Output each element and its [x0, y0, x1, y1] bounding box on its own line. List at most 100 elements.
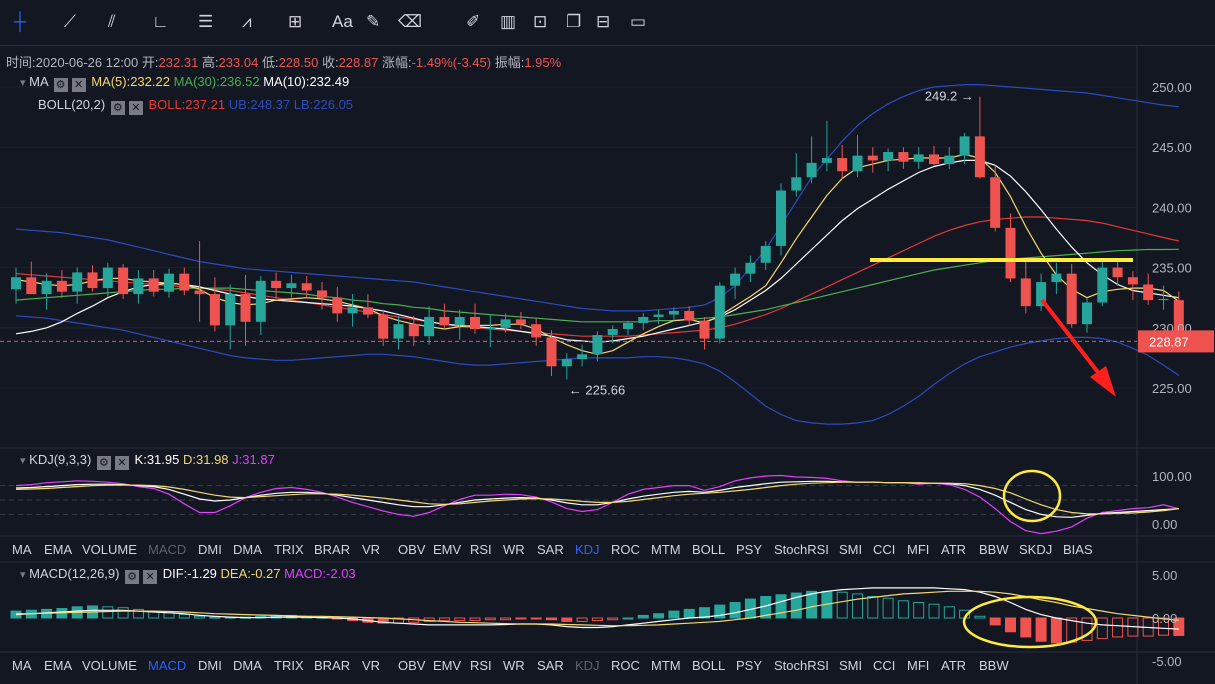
- tab-wr[interactable]: WR: [503, 542, 525, 557]
- gear-icon[interactable]: ⚙: [110, 101, 125, 115]
- tab-kdj[interactable]: KDJ: [575, 658, 600, 673]
- tab-wr[interactable]: WR: [503, 658, 525, 673]
- tab-brar[interactable]: BRAR: [314, 542, 351, 557]
- candle: [209, 277, 220, 332]
- copy-icon[interactable]: ❐: [566, 12, 582, 31]
- trend-line-icon[interactable]: ⟋: [64, 12, 76, 31]
- tab-atr[interactable]: ATR: [941, 658, 967, 673]
- tab-mfi[interactable]: MFI: [907, 542, 930, 557]
- candle: [1036, 273, 1047, 311]
- collapse-icon[interactable]: ▾: [20, 455, 26, 467]
- tab-emv[interactable]: EMV: [433, 658, 462, 673]
- tab-roc[interactable]: ROC: [611, 658, 640, 673]
- tab-ma[interactable]: MA: [12, 542, 32, 557]
- price-tick-label: 235.00: [1152, 261, 1192, 276]
- bars-icon[interactable]: ▥: [500, 12, 517, 31]
- tab-trix[interactable]: TRIX: [274, 658, 304, 673]
- tab-bbw[interactable]: BBW: [979, 542, 1009, 557]
- tab-volume[interactable]: VOLUME: [82, 658, 137, 673]
- tab-dmi[interactable]: DMI: [198, 658, 222, 673]
- tab-macd[interactable]: MACD: [148, 542, 187, 557]
- tab-mtm[interactable]: MTM: [651, 542, 681, 557]
- tab-mtm[interactable]: MTM: [651, 658, 681, 673]
- close-icon[interactable]: ✕: [128, 101, 143, 115]
- candle: [194, 241, 205, 322]
- candle: [515, 312, 526, 330]
- chart-area[interactable]: 250.00245.00240.00235.00230.00225.00100.…: [0, 45, 1215, 684]
- tab-cci[interactable]: CCI: [873, 658, 896, 673]
- close-icon[interactable]: ✕: [114, 456, 129, 470]
- tab-mfi[interactable]: MFI: [907, 658, 930, 673]
- gear-icon[interactable]: ⚙: [53, 78, 68, 92]
- tab-cci[interactable]: CCI: [873, 542, 896, 557]
- collapse-icon[interactable]: ▾: [20, 77, 26, 89]
- tab-boll[interactable]: BOLL: [692, 658, 726, 673]
- tab-rsi[interactable]: RSI: [470, 658, 492, 673]
- tab-sar[interactable]: SAR: [537, 542, 564, 557]
- tab-trix[interactable]: TRIX: [274, 542, 304, 557]
- tab-roc[interactable]: ROC: [611, 542, 640, 557]
- tab-brar[interactable]: BRAR: [314, 658, 351, 673]
- tab-ema[interactable]: EMA: [44, 542, 73, 557]
- tab-dma[interactable]: DMA: [233, 542, 262, 557]
- candle: [714, 282, 725, 344]
- tab-dmi[interactable]: DMI: [198, 542, 222, 557]
- tab-macd[interactable]: MACD: [148, 658, 187, 673]
- crosshair-icon[interactable]: ┼: [14, 12, 27, 31]
- tab-stochrsi[interactable]: StochRSI: [774, 658, 829, 673]
- collapse-icon[interactable]: ▾: [20, 569, 26, 581]
- candle-body: [607, 329, 618, 336]
- fib-icon[interactable]: ⫽: [108, 12, 116, 31]
- macd-bar: [989, 617, 1001, 626]
- candle: [730, 267, 741, 299]
- tab-stochrsi[interactable]: StochRSI: [774, 542, 829, 557]
- tab-ma[interactable]: MA: [12, 658, 32, 673]
- macd-bar: [1158, 617, 1169, 636]
- candle-body: [1127, 277, 1138, 285]
- gear-icon[interactable]: ⚙: [125, 570, 140, 584]
- text-tool-button[interactable]: Aa: [332, 12, 353, 31]
- brush-icon[interactable]: ✎: [366, 12, 381, 31]
- tab-volume[interactable]: VOLUME: [82, 542, 137, 557]
- tab-atr[interactable]: ATR: [941, 542, 967, 557]
- pencil-icon[interactable]: ✐: [466, 12, 481, 31]
- tab-boll[interactable]: BOLL: [692, 542, 726, 557]
- tab-vr[interactable]: VR: [362, 658, 381, 673]
- tab-smi[interactable]: SMI: [839, 542, 863, 557]
- tab-rsi[interactable]: RSI: [470, 542, 492, 557]
- down-arrow-head: [1090, 366, 1116, 397]
- wave-icon[interactable]: ⩘: [242, 12, 252, 31]
- close-icon[interactable]: ✕: [143, 570, 158, 584]
- kdj-k-value: K:31.95: [134, 452, 180, 467]
- close-icon[interactable]: ✕: [71, 78, 86, 92]
- tab-kdj[interactable]: KDJ: [575, 542, 600, 557]
- eraser-icon[interactable]: ⌫: [398, 12, 423, 31]
- tab-dma[interactable]: DMA: [233, 658, 262, 673]
- tab-psy[interactable]: PSY: [736, 658, 763, 673]
- angle-icon[interactable]: ∟: [152, 12, 169, 31]
- candle-body: [87, 272, 98, 289]
- gear-icon[interactable]: ⚙: [96, 456, 111, 470]
- tab-ema[interactable]: EMA: [44, 658, 73, 673]
- candle: [255, 276, 266, 336]
- tab-smi[interactable]: SMI: [839, 658, 863, 673]
- tab-vr[interactable]: VR: [362, 542, 381, 557]
- tab-bias[interactable]: BIAS: [1063, 542, 1093, 557]
- macd-bar: [913, 602, 925, 619]
- candle: [87, 265, 98, 292]
- candle-body: [362, 307, 373, 315]
- tab-bbw[interactable]: BBW: [979, 658, 1009, 673]
- tab-sar[interactable]: SAR: [537, 658, 564, 673]
- lock-icon[interactable]: ⊡: [533, 12, 548, 31]
- tab-skdj[interactable]: SKDJ: [1019, 542, 1053, 557]
- snapshot-icon[interactable]: ⊟: [596, 12, 611, 31]
- measure-icon[interactable]: ⊞: [288, 12, 303, 31]
- tab-psy[interactable]: PSY: [736, 542, 763, 557]
- trash-icon[interactable]: ▭: [630, 12, 647, 31]
- tab-emv[interactable]: EMV: [433, 542, 462, 557]
- pitchfork-icon[interactable]: ☰: [198, 12, 214, 31]
- ma-legend: ▾ MA ⚙ ✕ MA(5):232.22 MA(30):236.52 MA(10…: [20, 74, 349, 92]
- tab-obv[interactable]: OBV: [398, 542, 426, 557]
- candle-body: [944, 155, 955, 165]
- tab-obv[interactable]: OBV: [398, 658, 426, 673]
